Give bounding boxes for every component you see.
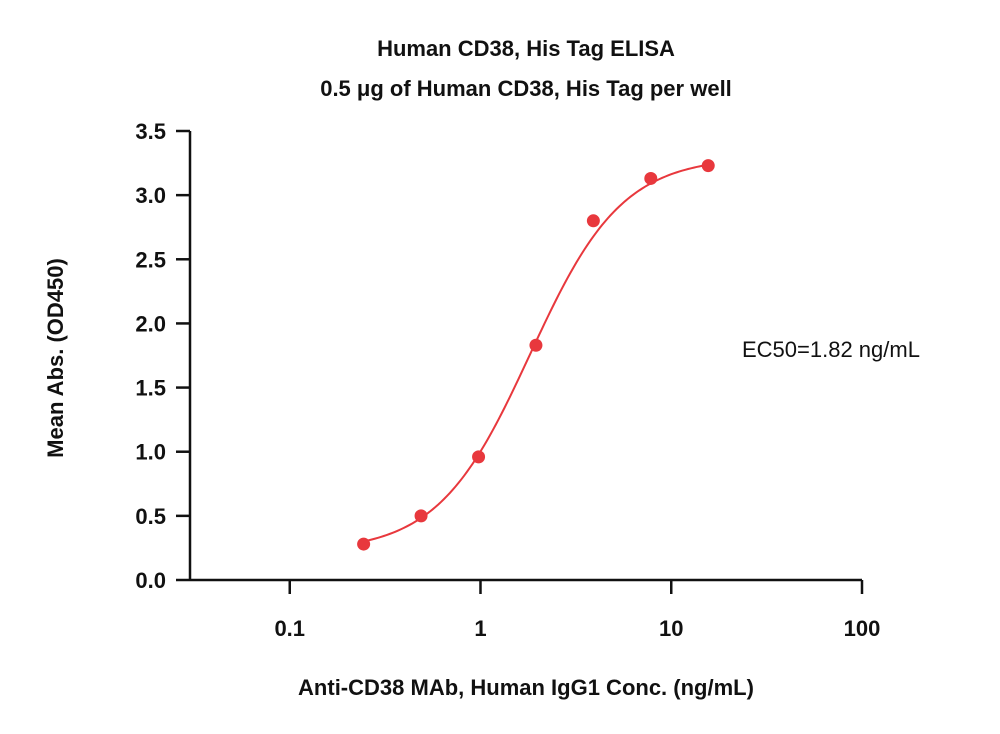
y-tick-label: 3.0 — [135, 183, 166, 208]
x-tick-label: 0.1 — [274, 616, 305, 641]
data-point — [414, 509, 428, 523]
ec50-annotation: EC50=1.82 ng/mL — [742, 337, 920, 362]
x-tick-label: 10 — [659, 616, 683, 641]
data-point — [529, 338, 543, 352]
y-axis-label: Mean Abs. (OD450) — [43, 258, 68, 458]
y-tick-label: 0.5 — [135, 504, 166, 529]
data-point — [701, 159, 715, 173]
fit-curve — [363, 163, 709, 543]
y-tick-label: 1.5 — [135, 376, 166, 401]
y-tick-label: 2.0 — [135, 311, 166, 336]
chart-title: Human CD38, His Tag ELISA — [377, 36, 675, 61]
chart-subtitle: 0.5 μg of Human CD38, His Tag per well — [320, 76, 732, 101]
data-points-layer — [357, 159, 715, 551]
data-point — [586, 214, 600, 228]
y-tick-label: 1.0 — [135, 440, 166, 465]
data-point — [472, 450, 486, 464]
y-axis: 0.0 0.5 1.0 1.5 2.0 2.5 3.0 3.5 — [135, 119, 192, 593]
fit-curve-layer — [363, 163, 709, 543]
x-axis: 0.1 1 10 100 — [190, 578, 881, 641]
x-tick-label: 1 — [474, 616, 486, 641]
x-axis-label: Anti-CD38 MAb, Human IgG1 Conc. (ng/mL) — [298, 675, 754, 700]
y-tick-label: 0.0 — [135, 568, 166, 593]
data-point — [357, 537, 371, 551]
y-tick-label: 2.5 — [135, 247, 166, 272]
y-tick-label: 3.5 — [135, 119, 166, 144]
data-point — [644, 171, 658, 185]
x-tick-label: 100 — [844, 616, 881, 641]
